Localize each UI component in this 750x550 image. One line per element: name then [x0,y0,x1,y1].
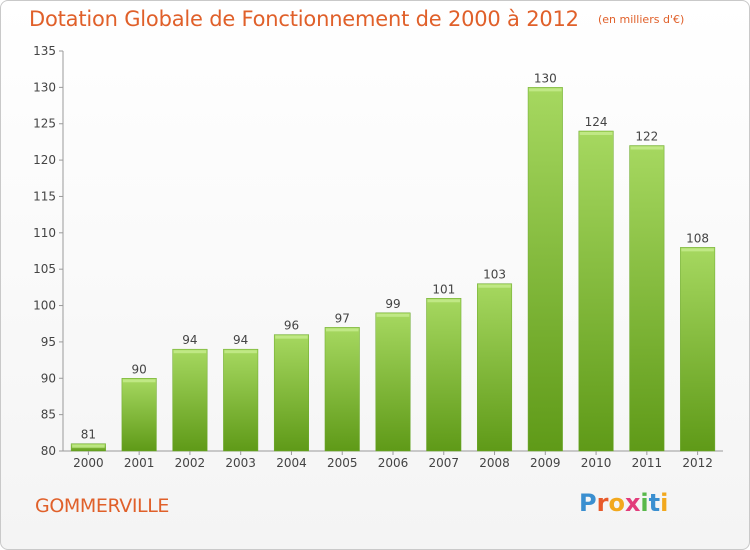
proxiti-logo: Proxiti [579,489,669,517]
bar-highlight [630,146,664,150]
y-tick-label: 115 [33,189,56,203]
bar [273,334,309,452]
x-tick-label: 2005 [327,456,358,470]
bar-highlight [122,379,156,383]
commune-name: GOMMERVILLE [35,495,170,517]
y-tick-label: 100 [33,299,56,313]
x-tick-label: 2001 [124,456,155,470]
bar-value-label: 108 [686,231,709,245]
y-tick-label: 110 [33,226,56,240]
bar [223,348,259,452]
bar-value-label: 124 [585,115,608,129]
bar-highlight [478,284,511,288]
x-tick-label: 2004 [276,456,307,470]
y-tick-label: 85 [41,408,56,422]
x-tick-label: 2010 [581,456,612,470]
bar [426,298,462,452]
bar-highlight [681,248,714,252]
bar-highlight [173,350,207,354]
bar [375,312,411,452]
bar-highlight [275,335,308,339]
bar [477,283,513,452]
y-tick-label: 120 [33,153,56,167]
bar [324,327,360,452]
bar [121,378,157,452]
bar-value-label: 122 [635,130,658,144]
y-tick-label: 135 [33,44,56,58]
bar-value-label: 81 [81,428,96,442]
y-tick-label: 95 [41,335,56,349]
x-tick-label: 2003 [225,456,256,470]
x-tick-label: 2006 [378,456,409,470]
x-tick-label: 2002 [175,456,206,470]
y-tick-label: 80 [41,444,56,458]
bar-value-label: 99 [385,297,400,311]
bar-highlight [72,444,105,448]
x-tick-label: 2011 [632,456,663,470]
bar-highlight [427,299,461,303]
chart-subtitle: (en milliers d'€) [597,13,685,26]
title-row: Dotation Globale de Fonctionnement de 20… [29,7,684,31]
y-tick-label: 125 [33,117,56,131]
x-tick-label: 2000 [73,456,104,470]
x-tick-label: 2012 [682,456,713,470]
chart-title: Dotation Globale de Fonctionnement de 20… [29,7,579,31]
bar-highlight [325,328,359,332]
bar [578,130,614,452]
bar [527,87,563,452]
bar-highlight [529,88,562,92]
bar [172,348,208,452]
bar-value-label: 94 [182,333,197,347]
bar-value-label: 130 [534,71,557,85]
y-tick-label: 90 [41,371,56,385]
bar-value-label: 103 [483,268,506,282]
bar-value-label: 101 [432,282,455,296]
x-tick-label: 2008 [479,456,510,470]
bar-highlight [224,350,257,354]
bar-highlight [579,132,613,135]
y-tick-label: 105 [33,262,56,276]
bar-value-label: 94 [233,333,248,347]
bar-value-label: 96 [284,319,299,333]
bar [629,145,665,452]
bar-value-label: 90 [132,362,147,376]
x-tick-label: 2009 [530,456,561,470]
y-tick-label: 130 [33,80,56,94]
bar-highlight [376,313,410,317]
bar [680,247,716,452]
x-tick-label: 2007 [428,456,459,470]
bar-value-label: 97 [335,311,350,325]
